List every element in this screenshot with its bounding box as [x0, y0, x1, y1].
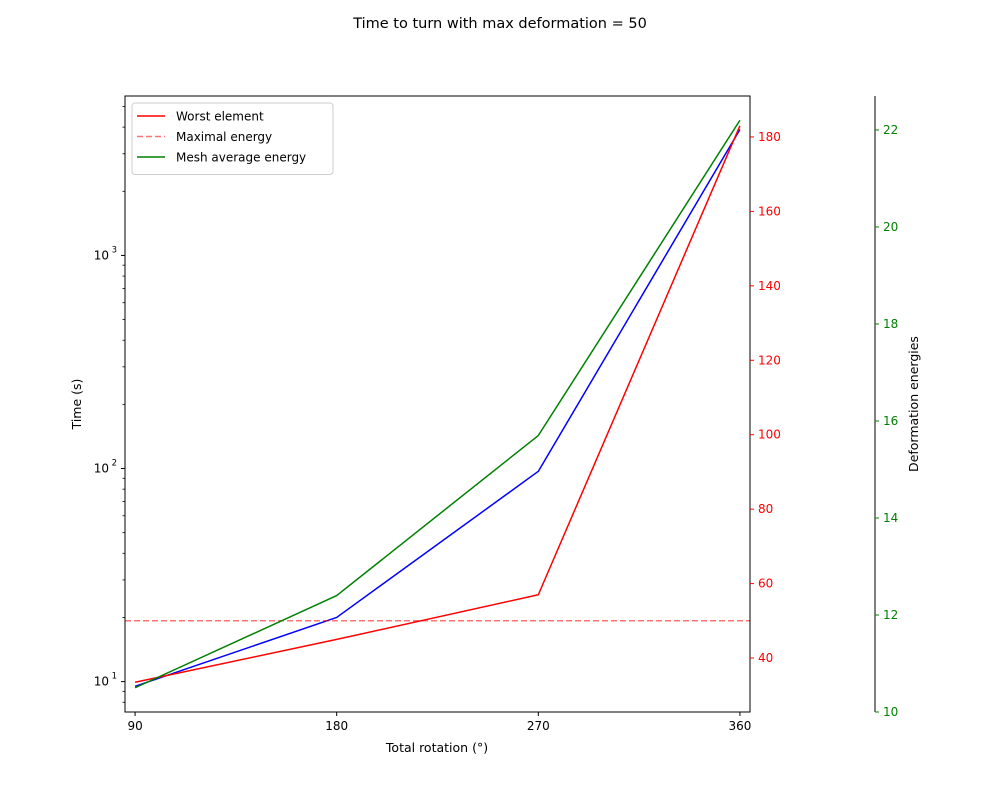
y-left-tick-label-base: 10 — [94, 248, 109, 262]
series-line-mesh-average-energy — [134, 119, 741, 689]
y-axis-left-label: Time (s) — [69, 379, 84, 431]
y-right-green-tick-label: 10 — [883, 705, 898, 719]
y-right-red-tick-label: 100 — [758, 428, 781, 442]
y-right-red-tick-label: 60 — [758, 577, 773, 591]
legend-box — [131, 102, 334, 175]
y-left-tick-label-base: 10 — [94, 462, 109, 476]
legend-label: Mesh average energy — [176, 151, 306, 165]
y-axis-right-green-label: Deformation energies — [906, 336, 921, 472]
plot-frame — [124, 95, 751, 713]
y-right-red-tick-label: 120 — [758, 353, 781, 367]
y-right-green-tick-label: 14 — [883, 511, 898, 525]
x-tick-label: 360 — [728, 719, 751, 733]
x-tick-label: 90 — [127, 719, 142, 733]
y-axis-right-red: 40 60 80 100 120 140 160 180 — [750, 130, 781, 665]
series-line-time — [134, 129, 741, 688]
x-axis-label: Total rotation (°) — [385, 740, 488, 755]
y-axis-right-green: 10 12 14 16 18 20 22 — [875, 123, 898, 719]
y-right-green-tick-label: 12 — [883, 608, 898, 622]
y-left-tick-label-exponent: 2 — [112, 459, 117, 469]
y-left-tick-label-base: 10 — [94, 675, 109, 689]
y-right-green-tick-label: 18 — [883, 317, 898, 331]
y-right-green-tick-label: 16 — [883, 414, 898, 428]
y-right-red-tick-label: 180 — [758, 130, 781, 144]
plot-area — [125, 119, 750, 689]
y-right-green-tick-label: 22 — [883, 123, 898, 137]
y-right-red-tick-label: 160 — [758, 204, 781, 218]
y-right-red-tick-label: 80 — [758, 502, 773, 516]
x-axis: 90 180 270 360 — [127, 712, 751, 733]
y-right-red-tick-label: 40 — [758, 651, 773, 665]
y-left-tick-label-exponent: 1 — [112, 672, 117, 682]
y-right-green-tick-label: 20 — [883, 220, 898, 234]
y-left-tick-label-exponent: 3 — [112, 245, 117, 255]
y-right-red-tick-label: 140 — [758, 279, 781, 293]
series-line-worst-element — [134, 125, 741, 683]
legend-label: Maximal energy — [176, 130, 272, 144]
legend: Worst element Maximal energy Mesh average … — [131, 102, 334, 175]
x-tick-label: 180 — [325, 719, 348, 733]
chart-title: Time to turn with max deformation = 50 — [352, 16, 647, 32]
legend-label: Worst element — [176, 110, 264, 124]
x-tick-label: 270 — [527, 719, 550, 733]
